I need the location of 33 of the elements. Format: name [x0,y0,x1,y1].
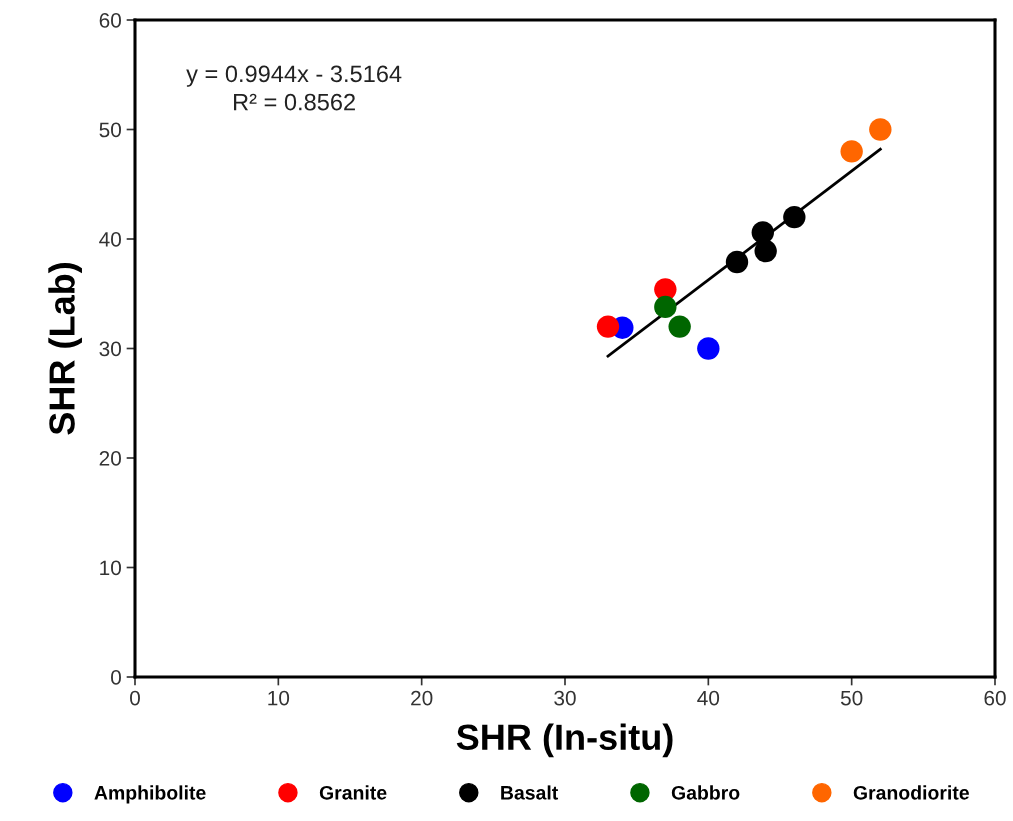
x-tick-label: 10 [268,690,290,706]
y-tick-label: 40 [99,232,121,247]
legend-label: Amphibolite [94,785,206,804]
x-tick-label: 20 [411,690,433,706]
x-tick-label: 60 [984,690,1006,706]
point [783,205,806,229]
y-axis-title: SHR (Lab) [48,263,82,435]
point [668,315,691,338]
legend-label: Granite [319,785,387,800]
point [840,140,863,163]
point [596,315,620,338]
annotation: y = 0.9944x - 3.5164 [186,65,402,87]
point [869,118,892,141]
y-tick-label: 50 [99,122,121,138]
y-tick-label: 60 [99,13,121,28]
x-tick-label: 50 [840,690,863,706]
x-tick-label: 30 [554,690,576,706]
x-axis-title: SHR (In-situ) [456,723,673,758]
y-tick-label: 10 [100,560,121,576]
point [754,239,777,263]
y-tick-label: 20 [99,451,121,466]
legend-label: Granodiorite [853,785,969,800]
point [654,295,677,319]
point [697,337,720,360]
y-tick-label: 30 [99,341,121,357]
legend-label: Basalt [501,785,559,800]
x-tick-label: 0 [130,690,140,706]
x-tick-label: 40 [697,690,720,706]
legend-label: Gabbro [671,785,740,800]
y-tick-label: 0 [111,670,121,685]
point [725,250,749,274]
point [751,221,774,244]
annotation: R² = 0.8562 [234,93,355,111]
